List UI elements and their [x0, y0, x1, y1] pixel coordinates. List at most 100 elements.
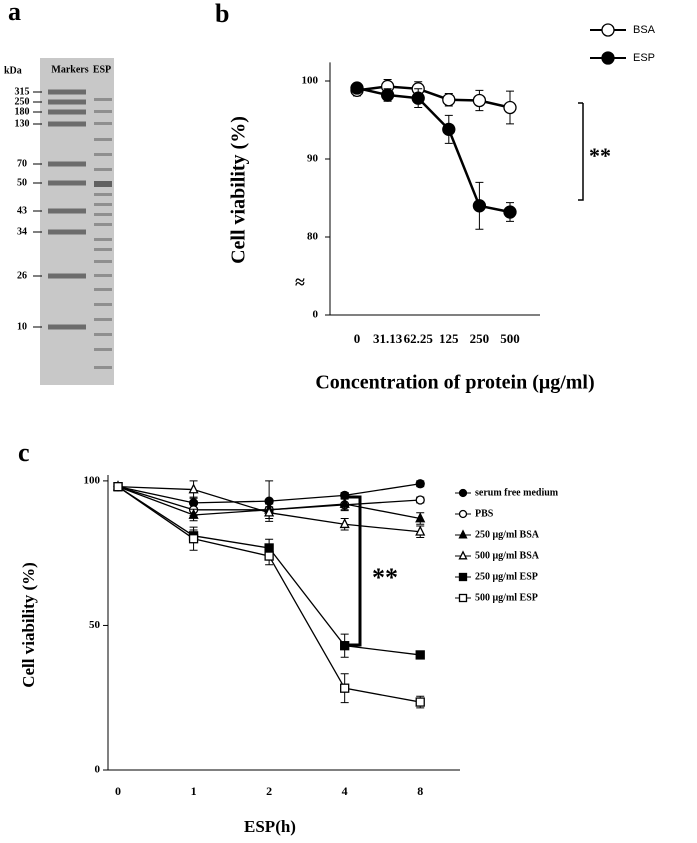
esp-band	[94, 348, 112, 351]
lane-label: Markers	[51, 64, 88, 75]
point	[442, 122, 456, 137]
legend-marker	[458, 593, 468, 603]
marker-label: 180	[15, 106, 30, 117]
esp-band	[94, 288, 112, 291]
marker-label: 43	[17, 205, 27, 216]
series-line	[356, 86, 511, 214]
point	[188, 534, 199, 544]
x-tick-label: 0	[115, 784, 121, 798]
esp-band	[94, 333, 112, 336]
marker-label: 26	[17, 270, 27, 281]
legend-marker	[458, 529, 468, 539]
marker-band	[48, 180, 86, 186]
y-tick-label: 100	[84, 474, 101, 486]
x-tick-label: 2	[266, 784, 272, 798]
y-tick-label: 0	[95, 764, 101, 776]
legend-label: 250 μg/ml ESP	[475, 571, 538, 582]
esp-band	[94, 318, 112, 321]
point	[350, 81, 364, 95]
point	[380, 88, 395, 102]
legend-label: serum free medium	[475, 487, 559, 498]
point	[503, 100, 517, 115]
legend-marker	[601, 51, 615, 65]
legend-marker	[601, 23, 615, 37]
point	[411, 91, 425, 105]
esp-band	[94, 122, 112, 125]
significance-bracket	[345, 495, 362, 647]
marker-band	[48, 229, 86, 235]
x-tick-label: 4	[342, 784, 348, 798]
marker-band	[48, 161, 86, 167]
point	[442, 93, 456, 107]
x-tick-label: 31.13	[373, 331, 403, 346]
marker-band	[48, 208, 86, 214]
point	[415, 512, 426, 523]
y-tick-label: 100	[302, 75, 319, 87]
axis-break: ≈	[295, 272, 305, 292]
esp-band	[94, 110, 112, 113]
x-tick-label: 125	[439, 331, 459, 346]
y-tick-label: 0	[313, 309, 319, 321]
esp-band	[94, 168, 112, 171]
annotation: **	[372, 563, 398, 592]
legend-label: 250 μg/ml BSA	[475, 529, 540, 540]
point	[340, 641, 350, 651]
point	[472, 93, 487, 108]
point	[503, 205, 517, 219]
y-tick-label: 90	[307, 153, 319, 165]
marker-band	[48, 324, 86, 330]
point	[188, 508, 199, 519]
point	[415, 495, 425, 505]
point	[339, 497, 350, 508]
point	[339, 518, 350, 529]
marker-label: 70	[17, 158, 27, 169]
esp-band	[94, 260, 112, 263]
y-tick-label: 80	[307, 231, 319, 243]
marker-label: 250	[15, 96, 30, 107]
legend-label: 500 μg/ml BSA	[475, 550, 540, 561]
legend-label: BSA	[633, 24, 656, 36]
point	[113, 482, 123, 492]
point	[264, 506, 275, 517]
lane-label: ESP	[93, 64, 111, 75]
legend-marker	[458, 509, 468, 519]
legend-label: ESP	[633, 52, 655, 64]
panel-label: a	[8, 0, 21, 26]
esp-band	[94, 274, 112, 277]
y-axis-title: Cell viability (%)	[228, 116, 250, 264]
marker-band	[48, 121, 86, 127]
point	[340, 683, 350, 693]
marker-band	[48, 99, 86, 105]
y-axis-title: Cell viability (%)	[19, 562, 38, 688]
x-axis-title: Concentration of protein (μg/ml)	[315, 372, 594, 394]
x-tick-label: 0	[354, 331, 361, 346]
panel-label: b	[215, 0, 229, 28]
x-tick-label: 1	[191, 784, 197, 798]
x-tick-label: 8	[417, 784, 423, 798]
legend-marker	[458, 550, 468, 560]
marker-label: 315	[15, 86, 30, 97]
point	[415, 650, 425, 660]
esp-band	[94, 248, 112, 251]
esp-band	[94, 238, 112, 241]
marker-label: 34	[17, 226, 27, 237]
marker-label: 130	[15, 118, 30, 129]
annotation: **	[589, 143, 611, 168]
point	[188, 483, 199, 494]
x-tick-label: 250	[470, 331, 490, 346]
esp-band	[94, 223, 112, 226]
legend-marker	[458, 488, 468, 498]
marker-label: 10	[17, 321, 27, 332]
esp-band	[94, 138, 112, 141]
point	[415, 525, 426, 536]
esp-band	[94, 153, 112, 156]
legend-marker	[458, 572, 468, 582]
point	[264, 551, 274, 561]
marker-band	[48, 89, 86, 95]
esp-band	[94, 193, 112, 196]
point	[415, 479, 425, 489]
legend-label: 500 μg/ml ESP	[475, 592, 538, 603]
point	[415, 697, 425, 707]
panel-label: c	[18, 438, 30, 467]
legend-label: PBS	[475, 508, 494, 519]
